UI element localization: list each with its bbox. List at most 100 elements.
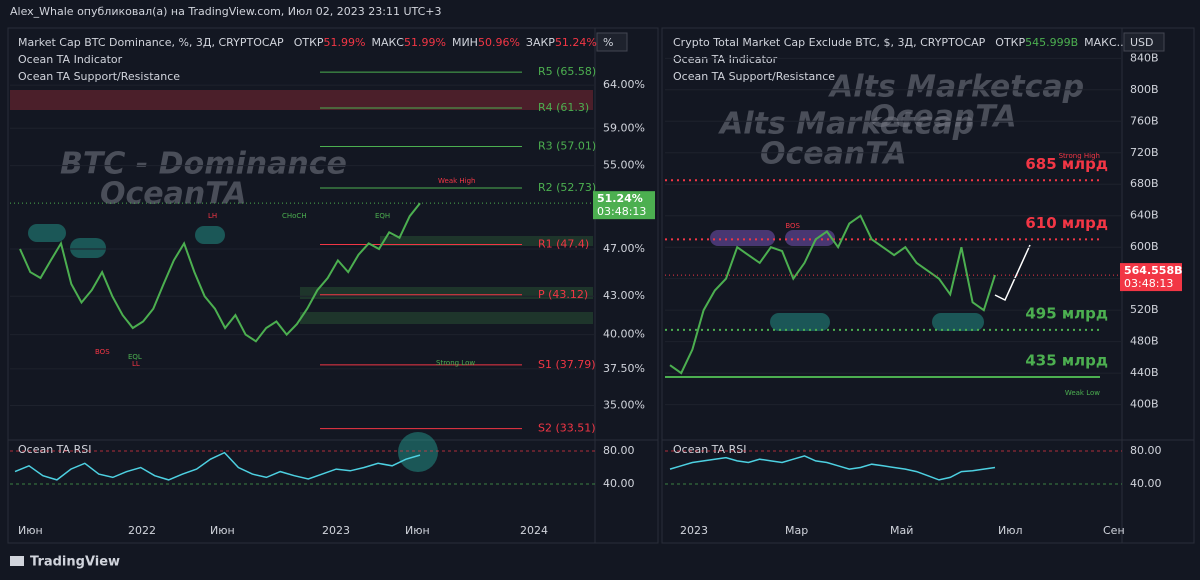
- y-tick-label: 55.00%: [603, 159, 645, 172]
- y-tick-label: 480B: [1130, 335, 1159, 348]
- watermark: Alts Marketcap: [718, 107, 974, 142]
- watermark: OceanTA: [760, 137, 907, 172]
- last-price-label: 51.24%: [597, 192, 643, 205]
- y-tick-label: 760B: [1130, 114, 1159, 127]
- indicator-name: Ocean TA Indicator: [673, 53, 778, 66]
- ohlc-value: 545.999B: [1025, 36, 1078, 49]
- y-tick-label: 680B: [1130, 177, 1159, 190]
- y-tick-label: 35.00%: [603, 399, 645, 412]
- zone: [300, 312, 593, 324]
- rsi-tick-label: 80.00: [603, 444, 635, 457]
- right-panel: [661, 27, 1195, 544]
- rsi-title: Ocean TA RSI: [18, 443, 91, 456]
- x-tick-label: Сен: [1103, 524, 1125, 537]
- indicator-name: Ocean TA Support/Resistance: [673, 70, 835, 83]
- x-tick-label: Июн: [18, 524, 43, 537]
- footer: TradingView: [30, 555, 120, 570]
- y-tick-label: 37.50%: [603, 362, 645, 375]
- level-label: R1 (47.4): [538, 238, 589, 251]
- zone: [28, 224, 66, 242]
- annotation: Weak High: [438, 177, 475, 185]
- ohlc-value: 51.24%...: [555, 36, 607, 49]
- annotation: EQH: [375, 212, 390, 220]
- unit-button[interactable]: [1123, 32, 1165, 52]
- rsi-line: [669, 455, 996, 481]
- chart-title: Crypto Total Market Cap Exclude BTC, $, …: [673, 36, 986, 49]
- y-tick-label: 520B: [1130, 303, 1159, 316]
- x-tick-label: 2022: [128, 524, 156, 537]
- x-tick-label: Мар: [785, 524, 808, 537]
- y-tick-label: 64.00%: [603, 78, 645, 91]
- y-tick-label: 59.00%: [603, 121, 645, 134]
- level-label: 435 млрд: [1025, 352, 1108, 370]
- x-tick-label: Июл: [998, 524, 1023, 537]
- ohlc-label: МИН: [452, 36, 478, 49]
- header: Alex_Whale опубликовал(а) на TradingView…: [10, 5, 442, 18]
- x-tick-label: Июн: [405, 524, 430, 537]
- unit-label[interactable]: USD: [1130, 36, 1154, 49]
- y-tick-label: 600B: [1130, 240, 1159, 253]
- logo: [10, 556, 24, 566]
- unit-button[interactable]: [596, 32, 628, 52]
- indicator-name: Ocean TA Support/Resistance: [18, 70, 180, 83]
- annotation: Strong Low: [436, 359, 475, 367]
- x-tick-label: 2024: [520, 524, 548, 537]
- level-label: S1 (37.79): [538, 358, 596, 371]
- ohlc-value: 51.99%: [404, 36, 446, 49]
- annotation: EQL: [128, 353, 142, 361]
- ohlc-value: 51.99%: [324, 36, 366, 49]
- ohlc-label: МАКС...: [1084, 36, 1127, 49]
- last-price-label: 564.558B: [1124, 264, 1183, 277]
- level-label: R5 (65.58): [538, 65, 596, 78]
- zone: [932, 313, 984, 331]
- rsi-line: [14, 451, 421, 481]
- zone: [398, 432, 438, 472]
- watermark: Alts Marketcap: [828, 70, 1084, 105]
- zone: [710, 230, 775, 246]
- zone: [10, 90, 593, 110]
- last-price-box: [1120, 263, 1182, 292]
- last-price-box: [593, 191, 655, 220]
- chart-title: Market Cap BTC Dominance, %, 3Д, CRYPTOC…: [18, 36, 284, 49]
- watermark: BTC - Dominance: [60, 147, 347, 182]
- level-label: R4 (61.3): [538, 101, 589, 114]
- x-tick-label: 2023: [322, 524, 350, 537]
- y-tick-label: 720B: [1130, 146, 1159, 159]
- indicator-name: Ocean TA Indicator: [18, 53, 123, 66]
- zone: [770, 313, 830, 331]
- x-tick-label: 2023: [680, 524, 708, 537]
- ohlc-label: ОТКР: [294, 36, 324, 49]
- level-label: R3 (57.01): [538, 140, 596, 153]
- rsi-tick-label: 40.00: [603, 477, 635, 490]
- y-tick-label: 43.00%: [603, 289, 645, 302]
- annotation: LL: [132, 360, 140, 368]
- watermark: OceanTA: [870, 100, 1017, 135]
- annotation: Weak Low: [1065, 389, 1100, 397]
- y-tick-label: 47.00%: [603, 242, 645, 255]
- annotation: LH: [208, 212, 217, 220]
- projection-arrow: [994, 244, 1031, 302]
- ohlc-value: 50.96%: [478, 36, 520, 49]
- y-tick-label: 800B: [1130, 83, 1159, 96]
- y-tick-label: 640B: [1130, 209, 1159, 222]
- level-label: P (43.12): [538, 288, 588, 301]
- x-tick-label: Июн: [210, 524, 235, 537]
- level-label: 685 млрд: [1025, 155, 1108, 173]
- annotation: Strong High: [1059, 152, 1100, 160]
- level-label: R2 (52.73): [538, 181, 596, 194]
- annotation: BOS: [785, 222, 800, 230]
- x-tick-label: Май: [890, 524, 913, 537]
- price-line: [669, 214, 996, 375]
- annotation: CHoCH: [282, 212, 307, 220]
- zone: [195, 226, 225, 244]
- watermark: OceanTA: [100, 177, 247, 212]
- price-line: [19, 202, 421, 343]
- y-tick-label: 400B: [1130, 398, 1159, 411]
- unit-label[interactable]: %: [603, 36, 613, 49]
- annotation: BOS: [95, 348, 110, 356]
- ohlc-label: МАКС: [371, 36, 404, 49]
- ohlc-label: ОТКР: [995, 36, 1025, 49]
- y-tick-label: 40.00%: [603, 328, 645, 341]
- level-label: S2 (33.51): [538, 422, 596, 435]
